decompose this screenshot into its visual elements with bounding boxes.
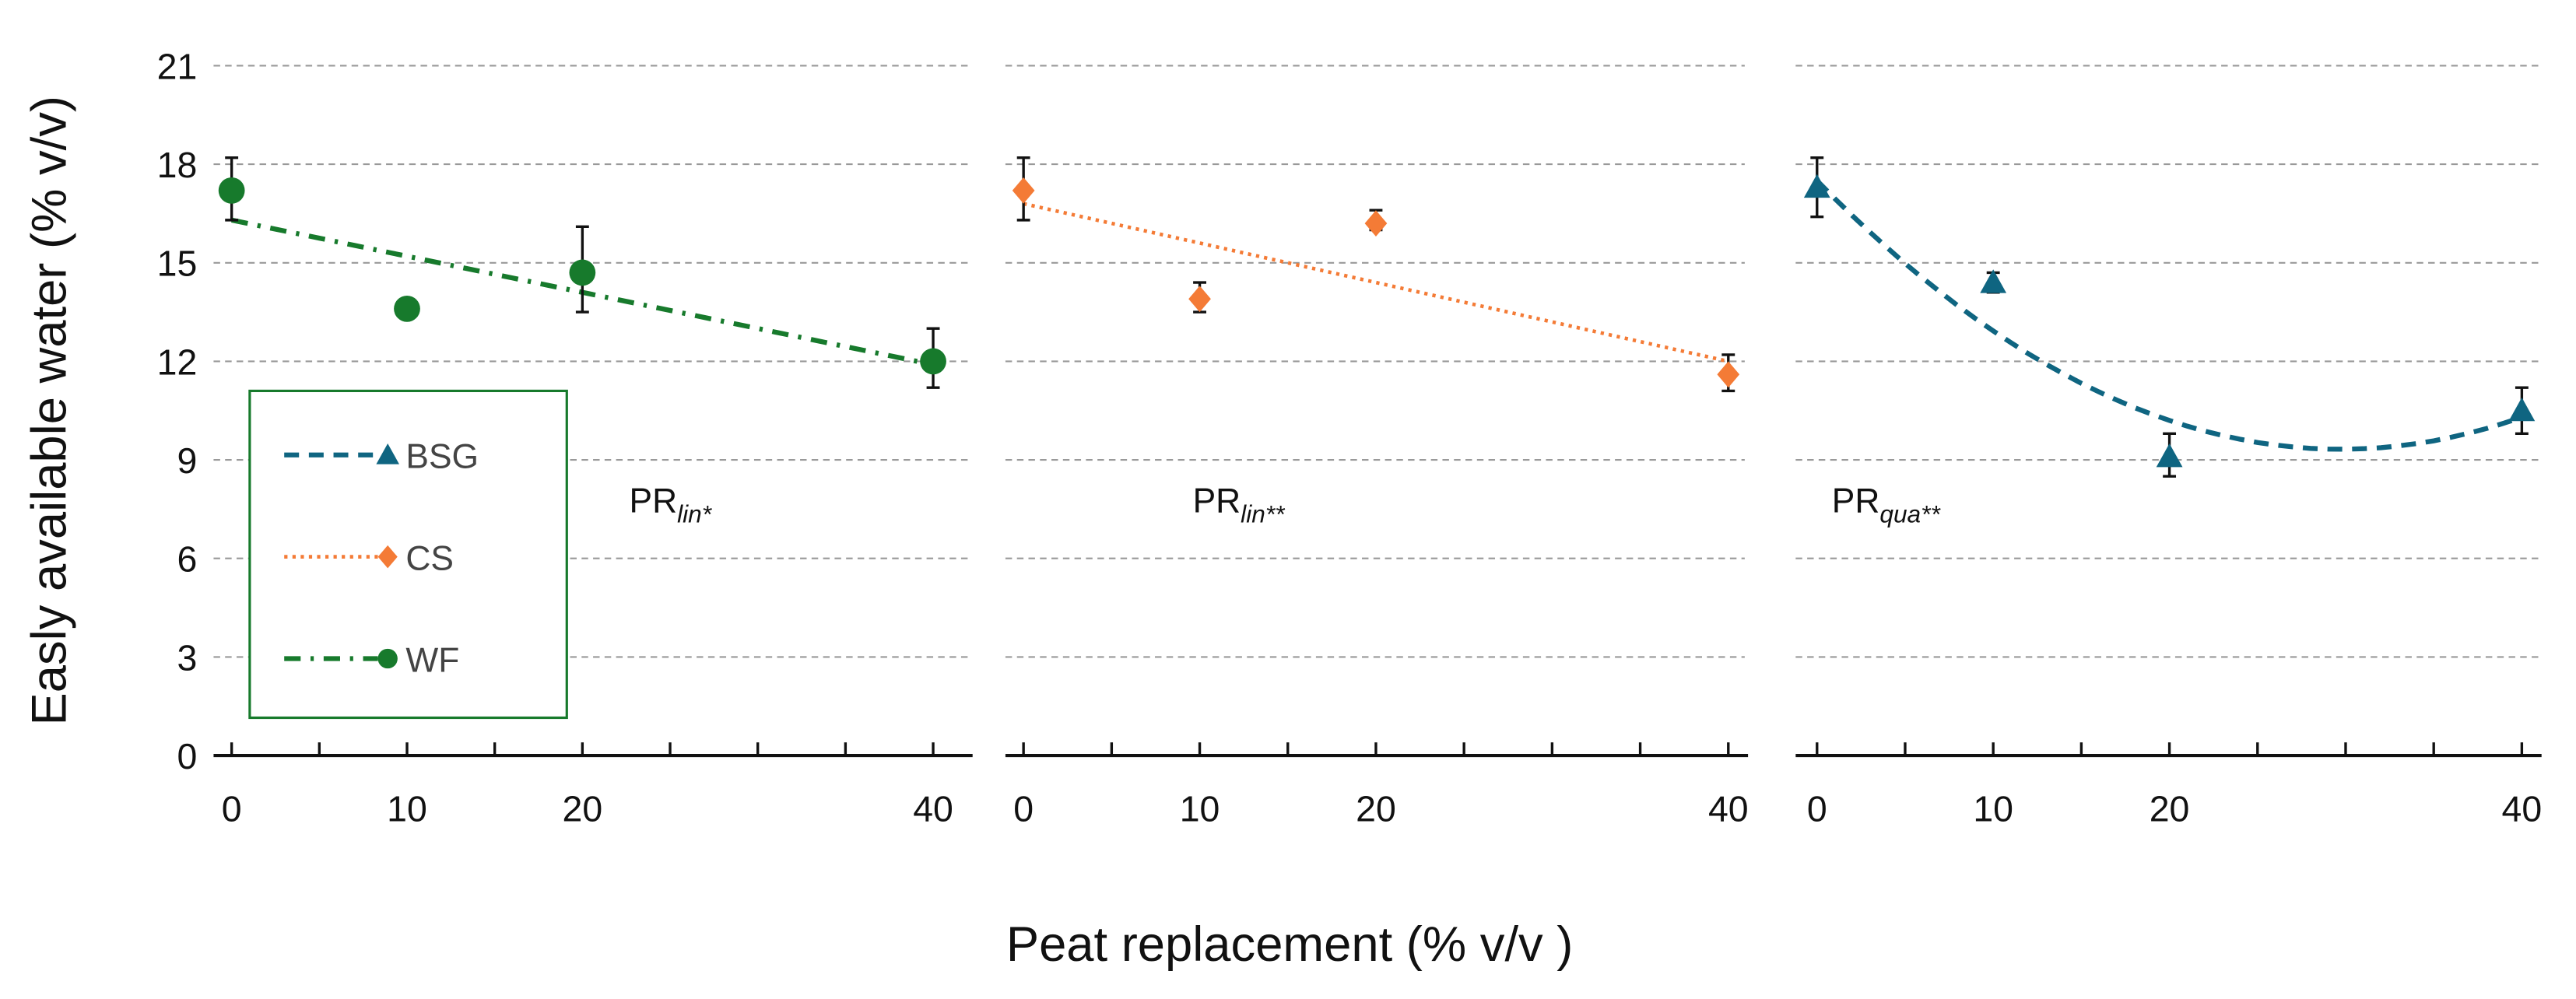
x-tick-label: 40 [913,789,953,829]
y-tick-label: 6 [177,539,197,580]
legend-marker-wf [377,648,398,669]
annotation-sub: lin* [677,500,713,528]
x-tick-label: 20 [2150,789,2190,829]
data-point [1980,269,2007,293]
y-tick-label: 21 [157,46,198,86]
y-tick-label: 15 [157,244,198,284]
x-tick-label: 20 [1356,789,1396,829]
data-point [1803,174,1830,198]
x-axis-title: Peat replacement (% v/v ) [1006,917,1574,972]
annotation-sub: qua** [1879,500,1941,528]
legend: BSG CS WF [248,389,568,720]
y-axis-title: Easly available water (% v/v) [22,96,76,725]
data-point [1364,210,1388,237]
x-tick-label: 0 [222,789,242,829]
annotation-sub: lin** [1241,500,1286,528]
data-point [1717,361,1740,388]
data-point [1012,177,1035,204]
x-tick-label: 10 [1180,789,1220,829]
data-point [2508,397,2536,422]
legend-marker-cs [377,545,398,569]
trend-line-bsg [1815,178,2523,452]
panel-wf: 0 3 6 9 12 15 18 21 0 10 20 40 PRlin* [157,46,973,829]
x-tick-label: 40 [2502,789,2543,829]
y-tick-label: 9 [177,440,197,481]
annotation-base: PR [1832,482,1880,521]
legend-marker-bsg [376,443,399,464]
data-point [569,259,596,286]
panel-cs: 0 10 20 40 PRlin** [1005,65,1749,829]
data-point [218,177,245,204]
data-point [2156,443,2183,468]
legend-label: CS [405,540,454,578]
x-tick-label: 0 [1013,789,1034,829]
annotation-base: PR [1193,482,1241,521]
x-tick-label: 10 [1973,789,2013,829]
legend-box [248,389,568,720]
x-tick-label: 10 [387,789,427,829]
fit-annotation: PRlin* [630,482,713,528]
data-point [920,348,946,375]
fit-annotation: PRlin** [1193,482,1286,528]
data-point [394,295,420,322]
y-tick-label: 12 [157,342,198,382]
data-point [1188,286,1211,313]
x-tick-label: 40 [1708,789,1749,829]
legend-label: BSG [405,438,479,476]
trend-line-cs [1023,202,1729,363]
legend-label: WF [405,641,459,679]
y-tick-label: 18 [157,145,198,185]
fit-annotation: PRqua** [1832,482,1942,528]
annotation-base: PR [630,482,678,521]
x-tick-label: 20 [563,789,603,829]
x-tick-label: 0 [1807,789,1827,829]
y-tick-label: 3 [177,637,197,678]
panel-bsg: 0 10 20 40 PRqua** [1795,65,2542,829]
y-tick-label: 0 [177,736,197,776]
